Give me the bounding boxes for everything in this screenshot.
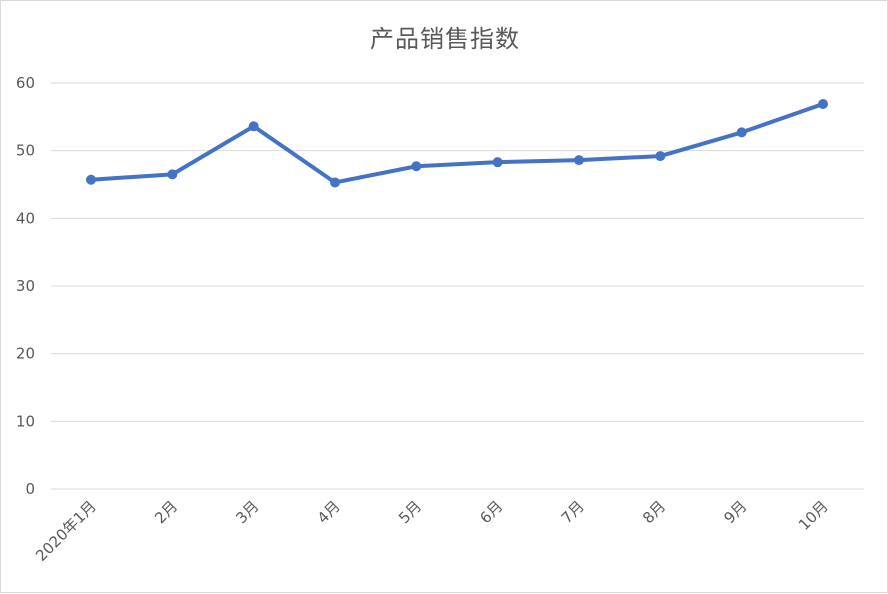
- y-tick-label: 60: [16, 74, 35, 92]
- y-tick-label: 40: [16, 209, 35, 227]
- chart-title: 产品销售指数: [370, 25, 520, 53]
- data-point: [248, 121, 259, 132]
- y-tick-label: 20: [16, 345, 35, 363]
- y-tick-label: 30: [16, 277, 35, 295]
- x-tick-label: 2020年1月: [32, 497, 100, 565]
- data-point: [818, 98, 828, 109]
- data-point: [330, 177, 340, 188]
- data-point: [736, 127, 747, 138]
- x-tick-label: 7月: [558, 497, 588, 527]
- data-point: [655, 151, 666, 162]
- y-tick-label: 50: [16, 142, 35, 160]
- y-tick-label: 0: [25, 480, 35, 498]
- x-tick-label: 6月: [476, 497, 506, 527]
- x-tick-label: 8月: [639, 497, 669, 527]
- x-tick-label: 2月: [151, 497, 181, 527]
- x-tick-label: 3月: [232, 497, 262, 527]
- data-point: [411, 161, 422, 172]
- data-point: [86, 174, 96, 185]
- data-point: [574, 155, 584, 166]
- data-point: [167, 169, 178, 180]
- x-tick-label: 9月: [720, 497, 750, 527]
- x-tick-label: 4月: [314, 497, 344, 527]
- y-tick-label: 10: [16, 412, 35, 430]
- x-tick-label: 5月: [395, 497, 425, 527]
- series-line: [89, 101, 825, 185]
- data-point: [492, 157, 503, 168]
- x-tick-label: 10月: [795, 497, 832, 534]
